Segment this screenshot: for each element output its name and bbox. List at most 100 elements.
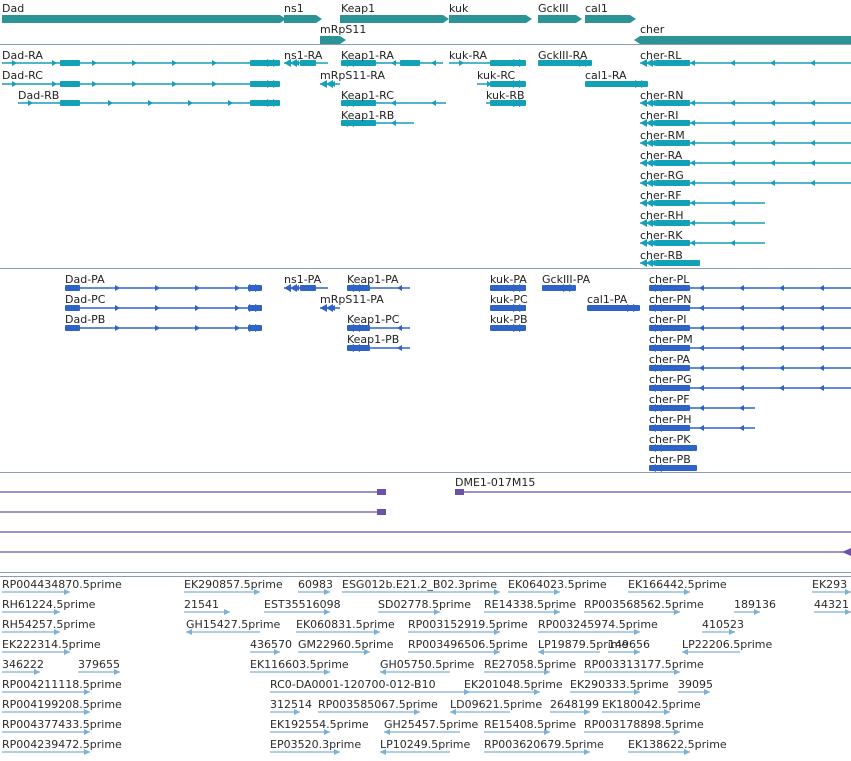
strand-arrow[interactable] <box>690 200 695 206</box>
feature-label[interactable]: 436570 <box>250 638 292 651</box>
est-arrow[interactable] <box>494 649 500 655</box>
feature-label[interactable]: cher-PG <box>649 373 692 386</box>
strand-arrow[interactable] <box>431 100 436 106</box>
exon-block[interactable] <box>655 160 690 166</box>
strand-arrow[interactable] <box>132 81 137 87</box>
est-arrow[interactable] <box>845 589 851 595</box>
strand-arrow[interactable] <box>699 425 704 431</box>
est-arrow[interactable] <box>324 589 330 595</box>
exon-block[interactable] <box>655 240 690 246</box>
feature-label[interactable]: Keap1-PC <box>347 313 400 326</box>
strand-arrow[interactable] <box>28 100 33 106</box>
strand-arrow[interactable] <box>739 305 744 311</box>
strand-arrow[interactable] <box>699 285 704 291</box>
feature-label[interactable]: kuk-RC <box>477 69 516 82</box>
exon-block[interactable] <box>400 60 420 66</box>
feature-label[interactable]: EK138622.5prime <box>628 738 727 751</box>
exon-block[interactable] <box>542 285 576 291</box>
strand-arrow[interactable] <box>770 160 775 166</box>
strand-arrow[interactable] <box>115 325 120 331</box>
end-arrow[interactable] <box>649 324 662 332</box>
strand-arrow[interactable] <box>730 60 735 66</box>
feature-label[interactable]: Dad-RA <box>2 49 43 62</box>
feature-label[interactable]: RE15408.5prime <box>484 718 577 731</box>
end-arrow[interactable] <box>513 324 526 332</box>
feature-label[interactable]: Keap1-RA <box>341 49 394 62</box>
feature-label[interactable]: GH05750.5prime <box>380 658 475 671</box>
feature-label[interactable]: mRpS11-PA <box>320 293 384 306</box>
strand-arrow[interactable] <box>195 285 200 291</box>
strand-arrow[interactable] <box>770 140 775 146</box>
strand-arrow[interactable] <box>779 385 784 391</box>
feature-label[interactable]: RH61224.5prime <box>2 598 96 611</box>
est-arrow[interactable] <box>324 729 330 735</box>
end-arrow[interactable] <box>640 139 653 147</box>
feature-label[interactable]: 379655 <box>78 658 120 671</box>
feature-label[interactable]: GM22960.5prime <box>298 638 394 651</box>
feature-label[interactable]: EK166442.5prime <box>628 578 727 591</box>
feature-label[interactable]: Dad-PB <box>65 313 106 326</box>
exon-block[interactable] <box>655 260 700 266</box>
exon-block[interactable] <box>655 60 690 66</box>
end-arrow[interactable] <box>640 239 653 247</box>
est-arrow[interactable] <box>704 689 710 695</box>
est-arrow[interactable] <box>364 649 370 655</box>
strand-arrow[interactable] <box>397 285 402 291</box>
est-arrow[interactable] <box>554 589 560 595</box>
strand-arrow[interactable] <box>779 305 784 311</box>
feature-label[interactable]: RP004434870.5prime <box>2 578 122 591</box>
end-arrow[interactable] <box>513 99 526 107</box>
end-arrow[interactable] <box>649 404 662 412</box>
exon-block[interactable] <box>300 285 316 291</box>
feature-label[interactable]: cher-PH <box>649 413 692 426</box>
est-arrow[interactable] <box>64 589 70 595</box>
feature-label[interactable]: cher-RK <box>640 229 683 242</box>
gene-arrow[interactable] <box>634 36 640 44</box>
strand-arrow[interactable] <box>739 345 744 351</box>
strand-arrow[interactable] <box>779 365 784 371</box>
end-arrow[interactable] <box>267 99 280 107</box>
exon-block[interactable] <box>250 81 280 87</box>
end-arrow[interactable] <box>640 59 653 67</box>
feature-label[interactable]: LP19879.5prime <box>538 638 629 651</box>
gene-arrow[interactable] <box>316 15 322 23</box>
feature-label[interactable]: Dad <box>2 2 25 15</box>
feature-label[interactable]: EK192554.5prime <box>270 718 369 731</box>
feature-label[interactable]: EK293 <box>812 578 848 591</box>
exon-block[interactable] <box>587 305 640 311</box>
strand-arrow[interactable] <box>690 160 695 166</box>
feature-label[interactable]: kuk-RA <box>449 49 488 62</box>
end-arrow[interactable] <box>341 59 354 67</box>
feature-label[interactable]: cher-RL <box>640 49 682 62</box>
feature-label[interactable]: RP004377433.5prime <box>2 718 122 731</box>
strand-arrow[interactable] <box>730 200 735 206</box>
feature-label[interactable]: DME1-017M15 <box>455 476 536 489</box>
est-arrow[interactable] <box>414 709 420 715</box>
est-arrow[interactable] <box>34 669 40 675</box>
feature-label[interactable]: EK180042.5prime <box>602 698 701 711</box>
end-arrow[interactable] <box>640 119 653 127</box>
strand-arrow[interactable] <box>810 100 815 106</box>
est-arrow[interactable] <box>54 609 60 615</box>
end-arrow[interactable] <box>347 324 360 332</box>
feature-label[interactable]: cal1-RA <box>585 69 627 82</box>
strand-arrow[interactable] <box>235 305 240 311</box>
strand-arrow[interactable] <box>739 365 744 371</box>
exon-block[interactable] <box>655 120 690 126</box>
est-arrow[interactable] <box>674 729 680 735</box>
feature-label[interactable]: Keap1-PB <box>347 333 400 346</box>
est-arrow[interactable] <box>274 649 280 655</box>
end-arrow[interactable] <box>267 80 280 88</box>
end-arrow[interactable] <box>513 59 526 67</box>
strand-arrow[interactable] <box>52 81 57 87</box>
clone-end[interactable] <box>377 509 386 515</box>
gene-arrow[interactable] <box>576 15 582 23</box>
feature-label[interactable]: Dad-PA <box>65 273 105 286</box>
end-arrow[interactable] <box>640 99 653 107</box>
feature-label[interactable]: SD02778.5prime <box>378 598 471 611</box>
strand-arrow[interactable] <box>690 120 695 126</box>
end-arrow[interactable] <box>320 304 333 312</box>
est-arrow[interactable] <box>224 609 230 615</box>
strand-arrow[interactable] <box>699 305 704 311</box>
